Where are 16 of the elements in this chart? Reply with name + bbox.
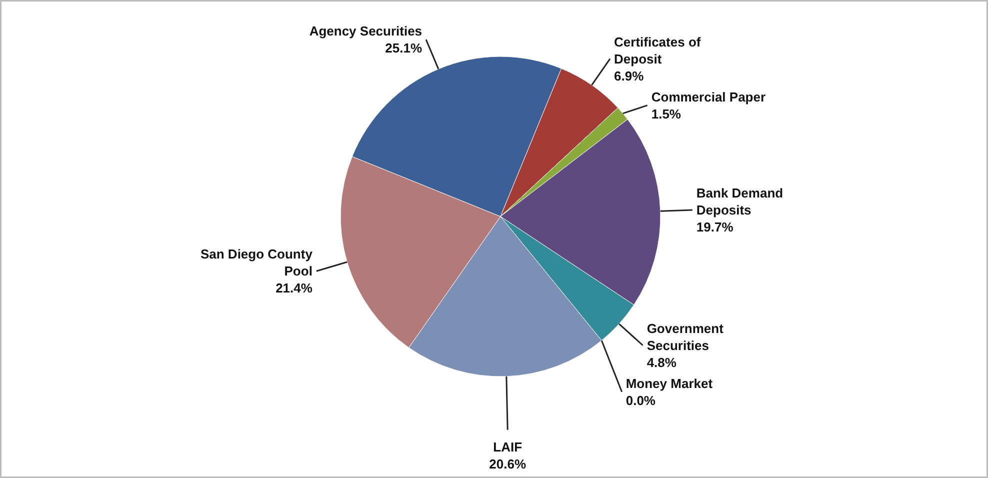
slice-label: Bank Demand Deposits [696, 186, 784, 218]
slice-label: Agency Securities [309, 24, 422, 39]
slice-label: LAIF [493, 439, 522, 454]
slice-label: San Diego County Pool [200, 246, 314, 279]
text: 0.0% [626, 392, 656, 408]
data-label: 1.5% [651, 106, 682, 122]
data-label: 25.1% [385, 40, 422, 56]
data-label: 19.7% [696, 220, 734, 234]
data-label: 20.6% [489, 456, 526, 472]
data-label: 6.9% [614, 68, 644, 84]
slice-label: Commercial Paper [651, 89, 766, 104]
slice-label: Certificates of Deposit [614, 34, 702, 66]
data-label: 4.8% [646, 354, 677, 370]
slice-label: Government Securities [646, 320, 724, 353]
data-label: 21.4% [276, 280, 313, 296]
category-label: Money Market [626, 376, 713, 391]
